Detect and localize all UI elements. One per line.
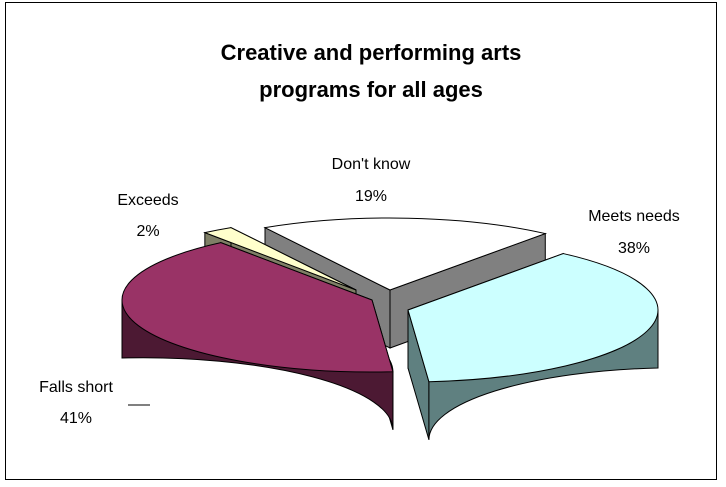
pie-slices xyxy=(121,217,659,440)
chart-title-line-1: Creative and performing arts xyxy=(221,40,522,65)
chart-title-line-2: programs for all ages xyxy=(259,77,483,102)
label-falls-short-value: 41% xyxy=(60,410,92,427)
label-exceeds-name: Exceeds xyxy=(117,192,178,209)
label-exceeds-value: 2% xyxy=(136,223,159,240)
label-meets-needs-value: 38% xyxy=(618,240,650,257)
slice-top-falls-short xyxy=(121,242,394,373)
slice-labels: Don't know 19% Meets needs 38% Falls sho… xyxy=(39,156,680,427)
slice-top-meets-needs xyxy=(407,253,659,383)
label-dont-know-value: 19% xyxy=(355,188,387,205)
slice-top-don-t-know xyxy=(263,217,548,291)
label-meets-needs-name: Meets needs xyxy=(588,208,680,225)
label-dont-know-name: Don't know xyxy=(332,156,411,173)
label-falls-short-name: Falls short xyxy=(39,379,113,396)
slice-top-exceeds xyxy=(203,227,357,291)
